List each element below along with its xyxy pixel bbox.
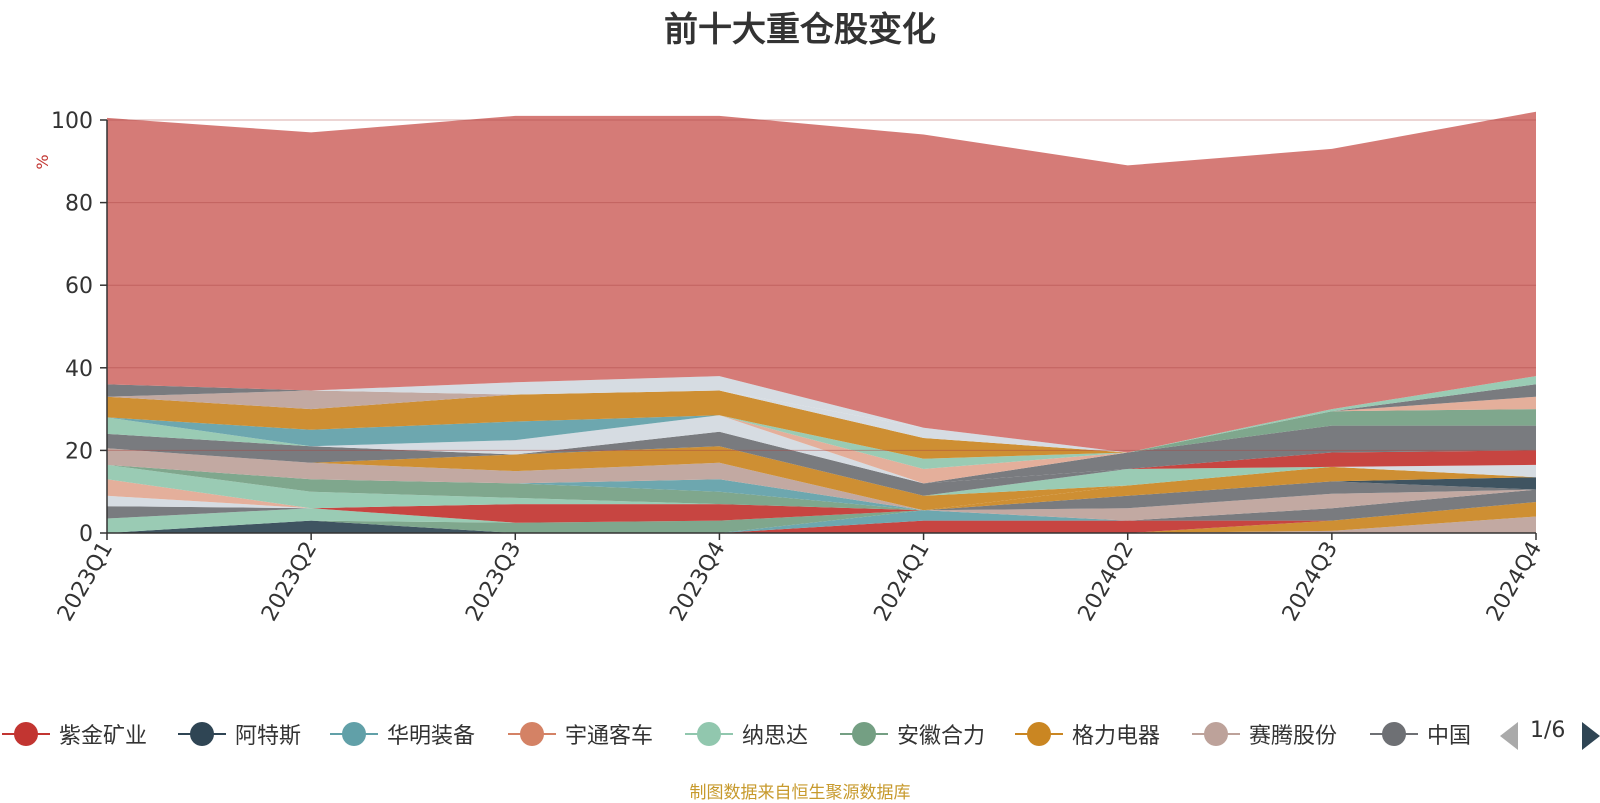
- legend-label: 阿特斯: [235, 724, 302, 749]
- x-tick-label: 2023Q2: [257, 538, 322, 626]
- area-series-27: [107, 415, 1536, 484]
- grid-lines: [107, 119, 1536, 451]
- area-series-13: [107, 464, 1536, 511]
- area-series-6: [107, 502, 1536, 533]
- area-series-15: [107, 464, 1536, 511]
- legend-label: 宇通客车: [565, 724, 654, 749]
- x-tick-label: 2023Q4: [665, 538, 730, 626]
- area-series-30: [107, 409, 1536, 459]
- y-tick-label: 20: [65, 439, 93, 464]
- legend-marker-icon: [330, 722, 378, 746]
- legend-label: 中国: [1427, 724, 1472, 749]
- y-tick-label: 100: [51, 109, 93, 134]
- legend-item[interactable]: 华明装备: [330, 712, 475, 756]
- legend-prev-page-icon[interactable]: [1500, 722, 1518, 750]
- legend-label: 安徽合力: [897, 724, 986, 749]
- area-series-3: [107, 502, 1536, 533]
- legend-marker-icon: [2, 722, 50, 746]
- area-series-2: [107, 502, 1536, 533]
- legend-marker-icon: [1192, 722, 1240, 746]
- legend-label: 紫金矿业: [59, 724, 148, 749]
- area-series-21: [107, 446, 1536, 496]
- area-series-group: [107, 111, 1536, 533]
- legend: 紫金矿业 阿特斯 华明装备 宇通客车 纳思达 安徽合力 格力电器 赛腾股份 中国: [0, 712, 1480, 756]
- area-series-4: [107, 502, 1536, 533]
- legend-label: 纳思达: [742, 724, 809, 749]
- y-tick-label: 80: [65, 192, 93, 217]
- legend-item[interactable]: 紫金矿业: [2, 712, 147, 756]
- chart-title: 前十大重仓股变化: [664, 10, 936, 50]
- source-note: 制图数据来自恒生聚源数据库: [689, 783, 911, 803]
- y-tick-label: 40: [65, 357, 93, 382]
- area-series-8: [107, 489, 1536, 523]
- y-tick-label: 60: [65, 274, 93, 299]
- area-series-0: [107, 516, 1536, 533]
- legend-marker-icon: [1015, 722, 1063, 746]
- area-series-28: [107, 415, 1536, 469]
- x-tick-label: 2024Q3: [1278, 538, 1343, 626]
- area-series-9: [107, 489, 1536, 523]
- legend-item[interactable]: 阿特斯: [178, 712, 301, 756]
- area-series-19: [107, 448, 1536, 511]
- area-series-20: [107, 446, 1536, 511]
- legend-label: 华明装备: [387, 724, 476, 749]
- legend-item[interactable]: 安徽合力: [840, 712, 985, 756]
- stacked-area-chart: 0 20 40 60 80 100 2023Q1 2023Q2 2023Q3 2023Q4 2024…: [33, 109, 1547, 626]
- y-tick-label: 0: [79, 522, 93, 547]
- area-series-25: [107, 415, 1536, 484]
- legend-next-page-icon[interactable]: [1582, 722, 1600, 750]
- legend-marker-icon: [508, 722, 556, 746]
- area-series-18: [107, 464, 1536, 511]
- area-series-31: [107, 390, 1536, 459]
- legend-item[interactable]: 纳思达: [685, 712, 808, 756]
- legend-marker-icon: [685, 722, 733, 746]
- area-series-12: [107, 464, 1536, 511]
- area-series-39: [107, 111, 1536, 453]
- legend-item[interactable]: 格力电器: [1015, 712, 1160, 756]
- legend-label: 格力电器: [1072, 724, 1161, 749]
- x-tick-label: 2024Q1: [869, 538, 934, 626]
- legend-item[interactable]: 赛腾股份: [1192, 712, 1337, 756]
- x-tick-label: 2024Q4: [1482, 538, 1547, 626]
- y-axis-label: %: [33, 154, 52, 169]
- legend-marker-icon: [840, 722, 888, 746]
- legend-marker-icon: [178, 722, 226, 746]
- legend-item[interactable]: 宇通客车: [508, 712, 653, 756]
- x-tick-label: 2024Q2: [1074, 538, 1139, 626]
- legend-marker-icon: [1370, 722, 1418, 746]
- area-series-29: [107, 415, 1536, 469]
- x-tick-label: 2023Q3: [461, 538, 526, 626]
- area-series-5: [107, 502, 1536, 533]
- area-series-26: [107, 415, 1536, 484]
- legend-item[interactable]: 中国: [1370, 712, 1471, 756]
- area-series-22: [107, 431, 1536, 496]
- x-tick-label: 2023Q1: [53, 538, 118, 626]
- legend-page-indicator: 1/6: [1530, 718, 1566, 743]
- legend-pager: 1/6: [1500, 718, 1600, 754]
- legend-label: 赛腾股份: [1249, 724, 1338, 749]
